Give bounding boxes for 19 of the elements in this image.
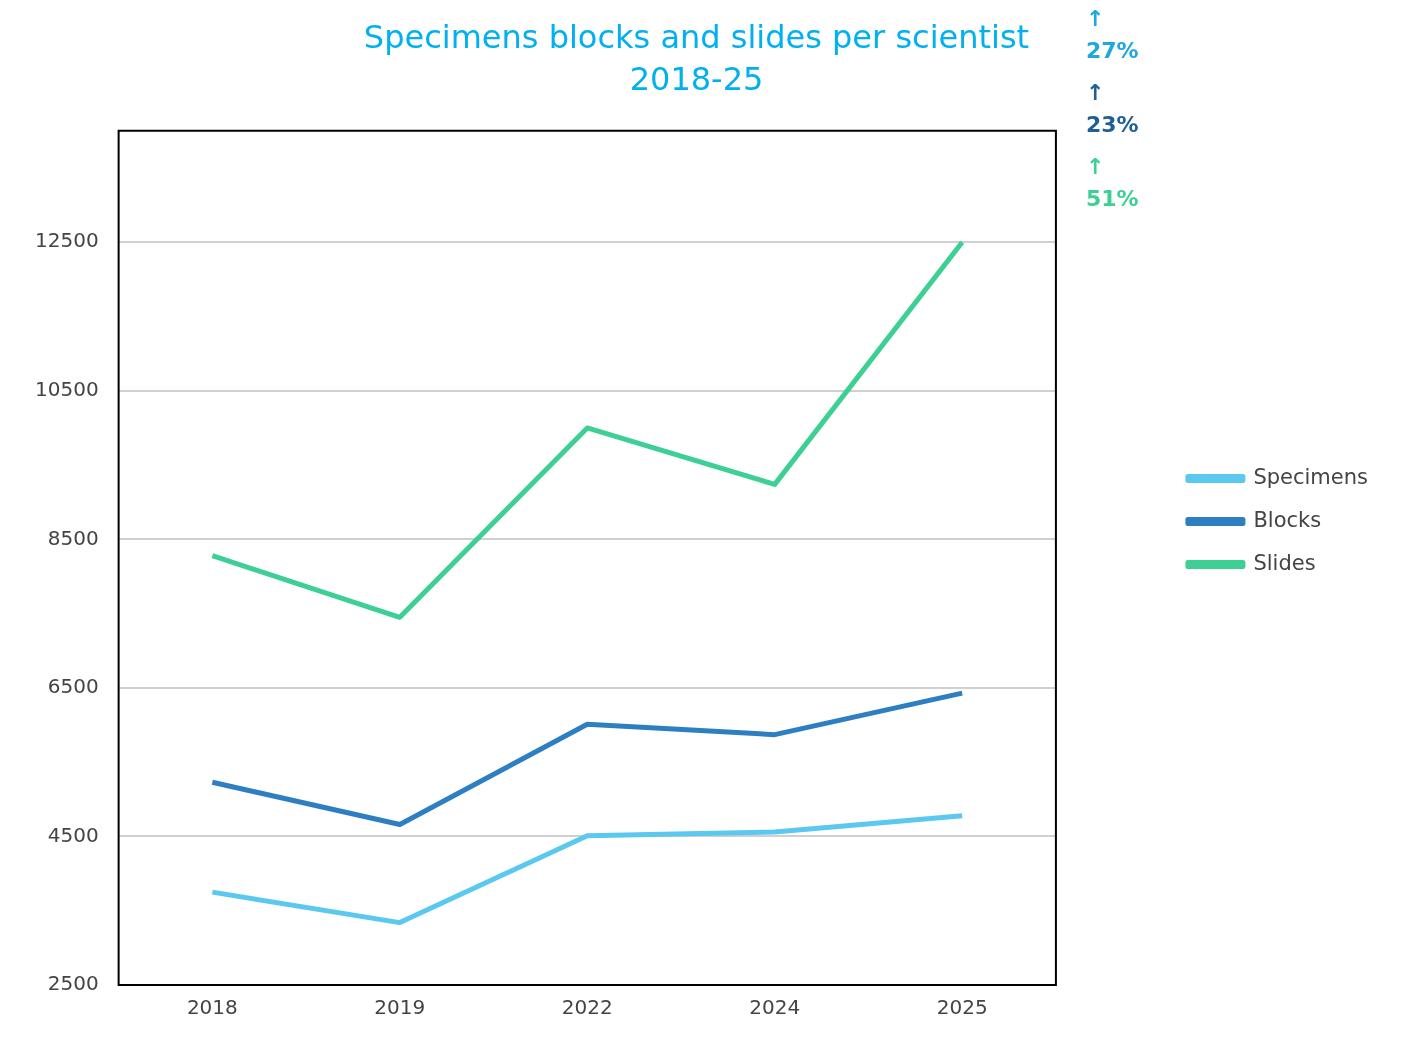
y-tick-label: 8500 (47, 525, 99, 550)
text: ↑ 23% (1085, 79, 1139, 137)
y-tick-label: 2500 (47, 971, 99, 996)
y-tick-label: 6500 (47, 674, 99, 699)
x-tick-label: 2022 (561, 995, 613, 1020)
text: ↑ 51% (1085, 153, 1139, 211)
y-tick-label: 10500 (35, 376, 99, 401)
x-tick-label: 2024 (749, 995, 801, 1020)
x-tick-label: 2019 (374, 995, 426, 1020)
legend-label: Specimens (1253, 464, 1369, 489)
x-tick-label: 2025 (936, 995, 988, 1020)
x-tick-label: 2018 (186, 995, 238, 1020)
legend-label: Blocks (1253, 507, 1322, 532)
y-tick-label: 12500 (35, 228, 99, 253)
y-tick-label: 4500 (47, 822, 99, 847)
text: ↑ 27% (1085, 5, 1139, 63)
chart-subtitle: 2018-25 (629, 59, 764, 98)
chart-title: Specimens blocks and slides per scientist (363, 17, 1030, 56)
legend-label: Slides (1253, 550, 1316, 575)
